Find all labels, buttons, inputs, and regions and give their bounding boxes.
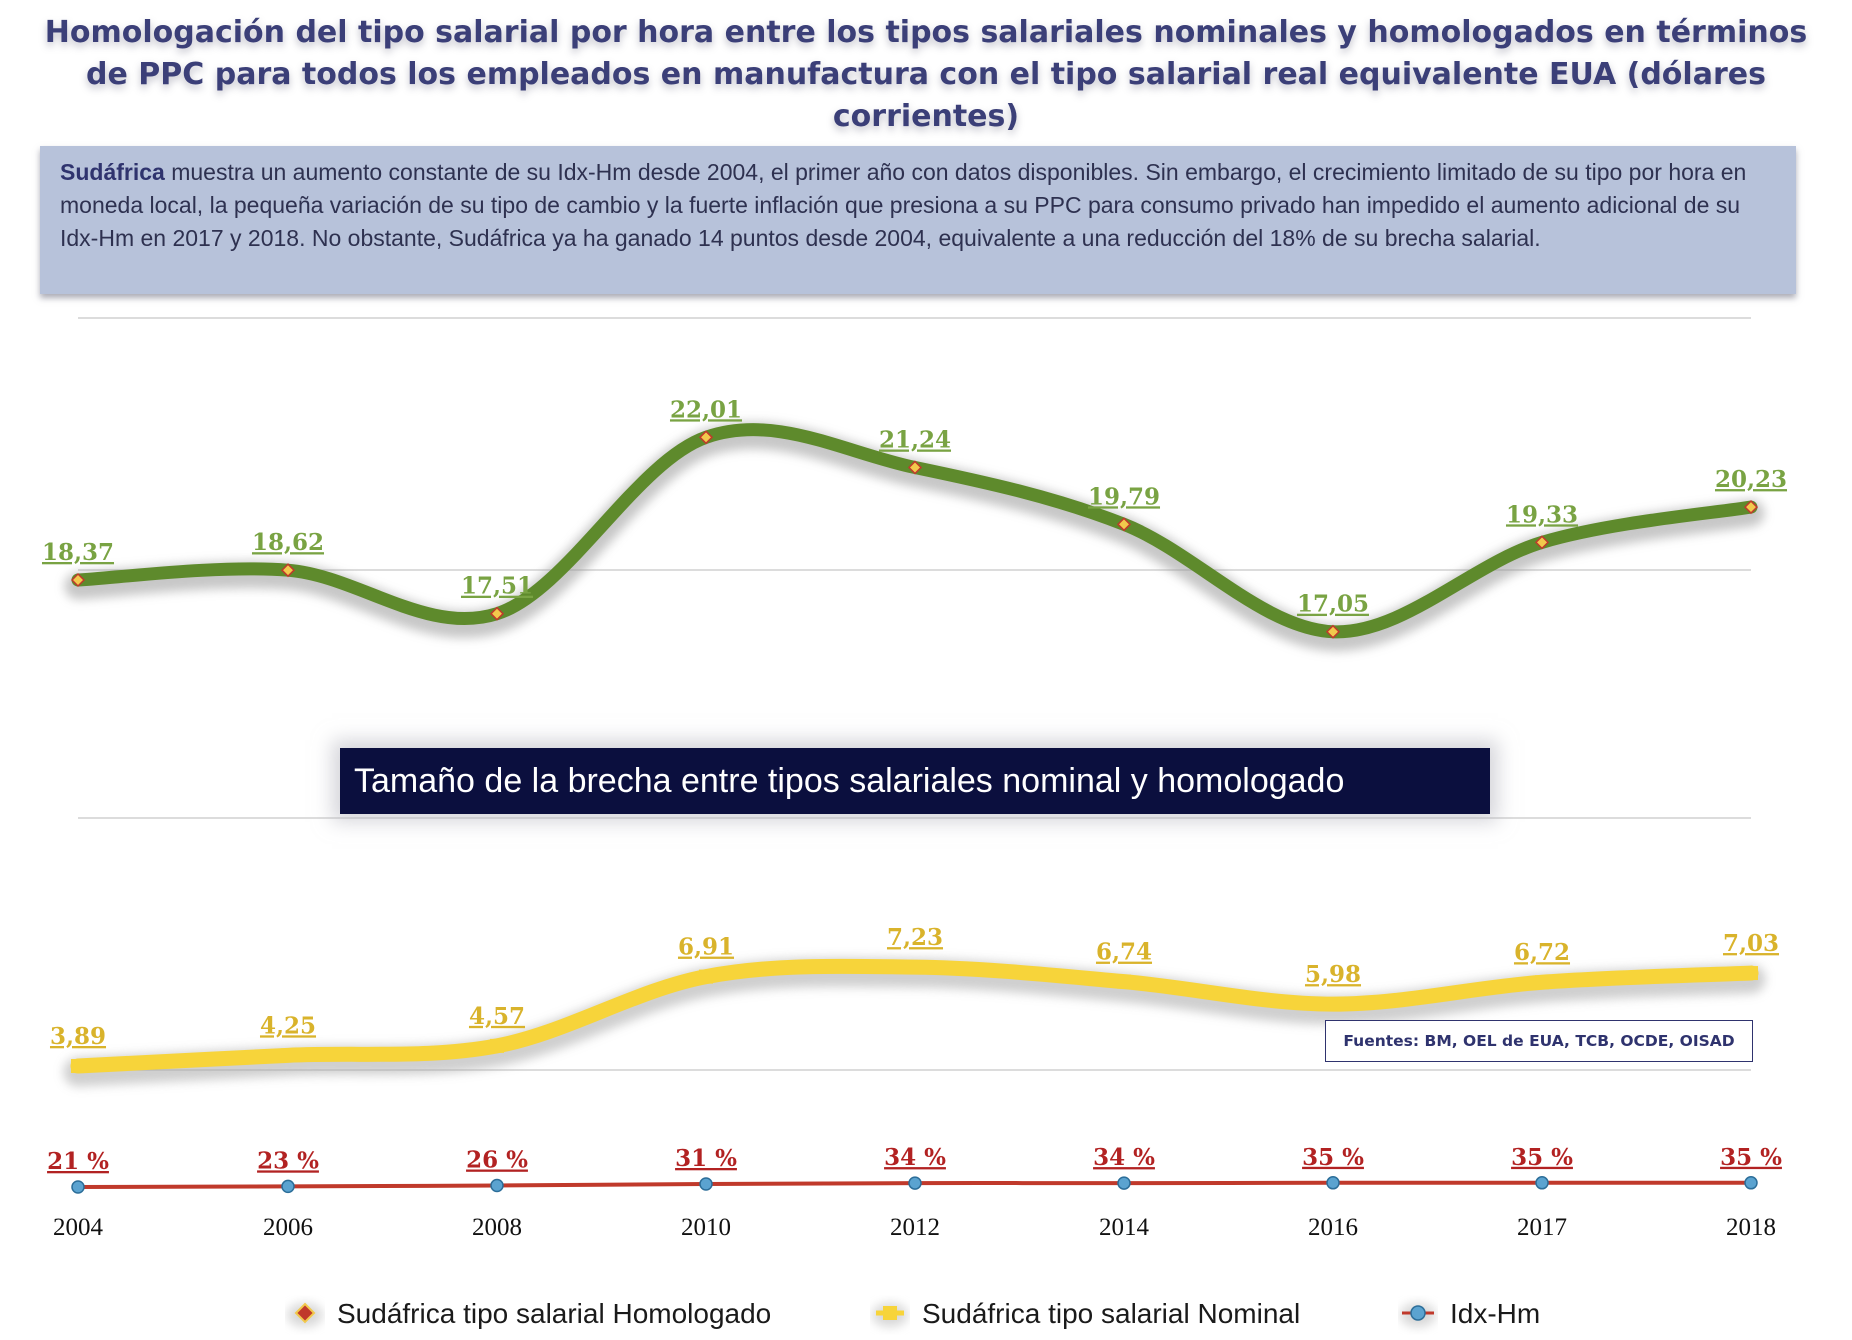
series-homologado-line bbox=[71, 423, 1758, 639]
homologado-data-label: 18,37 bbox=[42, 539, 114, 566]
x-tick-label: 2012 bbox=[890, 1214, 940, 1241]
idx-hm-data-label: 34 % bbox=[884, 1144, 946, 1171]
nominal-marker bbox=[281, 1048, 295, 1063]
idx-hm-marker bbox=[1535, 1176, 1549, 1190]
homologado-data-label: 18,62 bbox=[252, 529, 324, 556]
idx-hm-data-label: 34 % bbox=[1093, 1144, 1155, 1171]
homologado-data-label: 17,05 bbox=[1297, 591, 1369, 618]
idx-hm-marker bbox=[699, 1177, 713, 1191]
x-tick-label: 2017 bbox=[1517, 1214, 1567, 1241]
homologado-marker bbox=[70, 572, 86, 588]
nominal-data-label: 5,98 bbox=[1305, 961, 1361, 988]
idx-hm-data-label: 35 % bbox=[1511, 1144, 1573, 1171]
description-country: Sudáfrica bbox=[60, 159, 165, 185]
idx-hm-data-label: 35 % bbox=[1720, 1144, 1782, 1171]
nominal-data-label: 6,74 bbox=[1096, 939, 1152, 966]
idx-hm-data-label: 21 % bbox=[47, 1148, 109, 1175]
legend-idx-hm-icon bbox=[1410, 1305, 1426, 1321]
homologado-data-label: 17,51 bbox=[461, 573, 533, 600]
homologado-marker bbox=[489, 606, 505, 621]
nominal-data-label: 7,03 bbox=[1723, 930, 1779, 957]
idx-hm-data-label: 31 % bbox=[675, 1145, 737, 1172]
homologado-data-label: 20,23 bbox=[1715, 466, 1787, 493]
idx-hm-data-label: 23 % bbox=[257, 1147, 319, 1174]
nominal-marker bbox=[1326, 997, 1340, 1012]
homologado-marker bbox=[698, 430, 714, 445]
idx-hm-marker bbox=[281, 1179, 295, 1194]
nominal-marker bbox=[1535, 975, 1549, 990]
sources-box: Fuentes: BM, OEL de EUA, TCB, OCDE, OISA… bbox=[1325, 1020, 1753, 1062]
nominal-marker bbox=[71, 1059, 85, 1073]
homologado-marker bbox=[1116, 517, 1132, 532]
nominal-marker bbox=[1744, 966, 1758, 981]
nominal-data-label: 4,57 bbox=[469, 1003, 525, 1030]
homologado-marker bbox=[1743, 500, 1759, 515]
x-tick-label: 2004 bbox=[53, 1214, 104, 1241]
idx-hm-marker bbox=[490, 1178, 504, 1193]
idx-hm-data-label: 35 % bbox=[1302, 1144, 1364, 1171]
legend-homologado-icon bbox=[294, 1302, 316, 1324]
homologado-data-label: 21,24 bbox=[879, 426, 951, 453]
description-box: Sudáfrica muestra un aumento constante d… bbox=[40, 146, 1796, 294]
x-tick-label: 2018 bbox=[1726, 1214, 1776, 1241]
idx-hm-marker bbox=[1744, 1176, 1758, 1190]
nominal-data-label: 3,89 bbox=[50, 1023, 106, 1050]
x-tick-label: 2016 bbox=[1308, 1214, 1358, 1241]
idx-hm-marker bbox=[908, 1176, 922, 1190]
homologado-data-label: 22,01 bbox=[670, 396, 742, 423]
homologado-marker bbox=[1534, 535, 1550, 550]
homologado-marker bbox=[1325, 624, 1341, 639]
legend-homologado-label: Sudáfrica tipo salarial Homologado bbox=[337, 1298, 771, 1329]
x-tick-label: 2010 bbox=[681, 1214, 731, 1241]
homologado-data-label: 19,79 bbox=[1088, 483, 1160, 510]
nominal-data-label: 6,91 bbox=[678, 934, 734, 961]
legend-idx-hm-label: Idx-Hm bbox=[1450, 1298, 1540, 1329]
x-tick-label: 2008 bbox=[472, 1214, 522, 1241]
nominal-data-label: 6,72 bbox=[1514, 939, 1570, 966]
legend-nominal-label: Sudáfrica tipo salarial Nominal bbox=[922, 1298, 1300, 1329]
gap-section-banner: Tamaño de la brecha entre tipos salarial… bbox=[340, 748, 1490, 814]
idx-hm-marker bbox=[1117, 1176, 1131, 1190]
nominal-marker bbox=[1117, 974, 1131, 989]
nominal-marker bbox=[490, 1038, 504, 1053]
chart-title: Homologación del tipo salarial por hora … bbox=[44, 15, 1808, 134]
idx-hm-data-label: 26 % bbox=[466, 1147, 528, 1174]
x-tick-label: 2006 bbox=[263, 1214, 313, 1241]
nominal-marker bbox=[908, 960, 922, 975]
nominal-data-label: 4,25 bbox=[260, 1012, 316, 1039]
idx-hm-marker bbox=[71, 1180, 85, 1194]
nominal-marker bbox=[699, 969, 713, 984]
nominal-data-label: 7,23 bbox=[887, 924, 943, 951]
description-text: muestra un aumento constante de su Idx-H… bbox=[60, 159, 1747, 251]
homologado-marker bbox=[280, 563, 296, 578]
legend-nominal-icon bbox=[883, 1306, 897, 1320]
homologado-data-label: 19,33 bbox=[1506, 501, 1578, 528]
homologado-marker bbox=[907, 460, 923, 475]
x-tick-label: 2014 bbox=[1099, 1214, 1150, 1241]
idx-hm-marker bbox=[1326, 1176, 1340, 1190]
